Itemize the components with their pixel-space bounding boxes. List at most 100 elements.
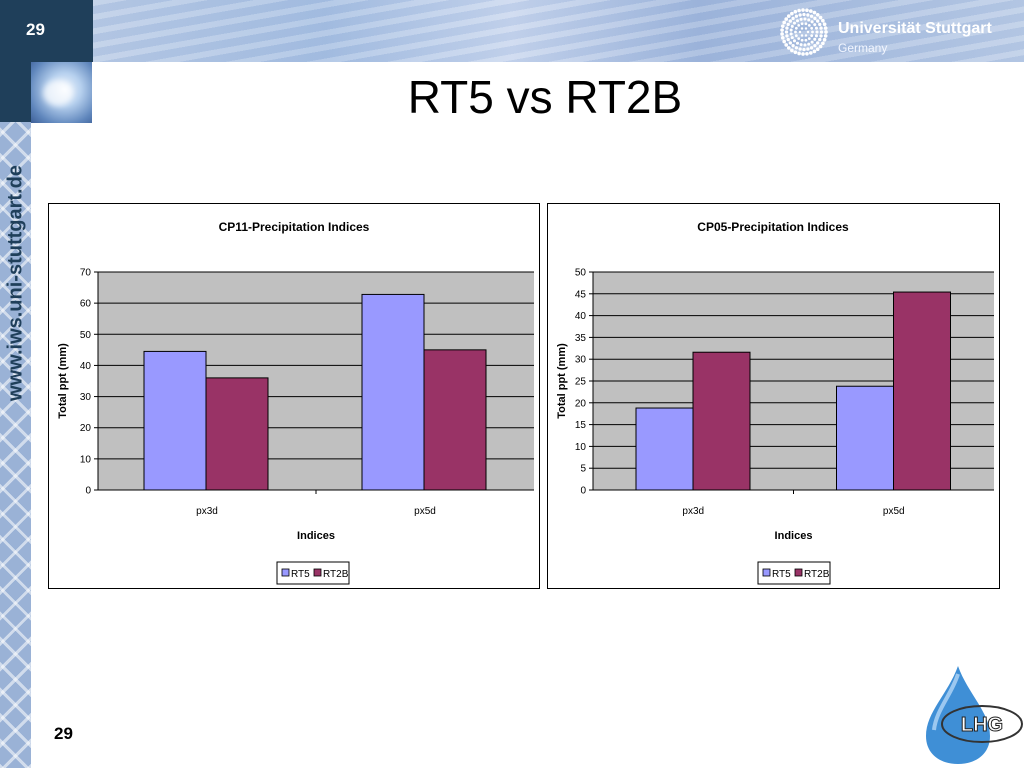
y-tick-label: 25 [575, 377, 587, 388]
university-country: Germany [838, 41, 888, 55]
left-decorative-strip [0, 62, 31, 768]
chart-cp11: CP11-Precipitation Indices 0 10 20 30 40 50 60 7… [48, 203, 540, 589]
bar-rt2b-px5d [893, 291, 951, 491]
legend-box [276, 561, 350, 585]
logo-dot [789, 32, 793, 36]
logo-dot [813, 23, 817, 27]
logo-dot [792, 39, 797, 43]
bar-rt2b-px3d [692, 351, 751, 491]
logo-dot [788, 19, 793, 23]
y-tick-label: 70 [80, 268, 92, 279]
y-tick-label: 35 [575, 333, 587, 344]
sidebar-url: www.iws.uni-stuttgart.de [4, 165, 27, 401]
logo-dot [793, 50, 798, 55]
y-tick-label: 60 [80, 299, 92, 310]
logo-dot [799, 43, 803, 47]
logo-dot [806, 47, 810, 51]
logo-dot [812, 49, 817, 54]
logo-dot [821, 41, 825, 46]
logo-dot [800, 27, 804, 30]
y-tick-label: 45 [575, 289, 587, 300]
logo-dot [807, 42, 811, 46]
bar-rt2b-px3d [205, 377, 269, 491]
logo-dot [791, 16, 795, 21]
logo-dot [791, 43, 795, 48]
logo-dot [815, 19, 820, 23]
chart-cp05: CP05-Precipitation Indices 0 5 10 15 20 25 30 35… [547, 203, 1000, 589]
y-axis-label: Total ppt (mm) [57, 343, 69, 419]
chart-title: CP05-Precipitation Indices [697, 220, 849, 234]
university-logo-icon [780, 8, 828, 56]
legend-label-rt5: RT5 [772, 569, 791, 580]
logo-dot [819, 34, 823, 38]
logo-dot [815, 41, 820, 45]
logo-dot [780, 24, 785, 28]
logo-dot [790, 24, 794, 28]
logo-dot [802, 47, 806, 52]
legend-swatch-rt5 [762, 568, 771, 577]
logo-dot [794, 46, 799, 50]
y-tick-label: 30 [575, 355, 587, 366]
chart-title: CP11-Precipitation Indices [219, 220, 370, 234]
logo-dot [810, 40, 814, 44]
y-tick-label: 50 [575, 268, 587, 279]
header-banner [93, 0, 1024, 62]
logo-dot [794, 34, 798, 38]
logo-dot [807, 18, 811, 22]
logo-dot [795, 19, 800, 23]
logo-dot [805, 8, 809, 13]
logo-dot [815, 30, 819, 34]
logo-dot [804, 38, 808, 42]
logo-dot [818, 22, 822, 27]
logo-dot [786, 37, 790, 42]
logo-dot [819, 26, 823, 30]
logo-dot [805, 51, 809, 56]
logo-dot [790, 36, 794, 40]
logo-dot [804, 22, 808, 26]
logo-dot [814, 34, 818, 38]
logo-dot [806, 13, 810, 17]
logo-dot [813, 37, 817, 41]
logo-dot [813, 16, 817, 21]
logo-dot [800, 22, 804, 26]
logo-dot [809, 14, 814, 18]
slide-title: RT5 vs RT2B [407, 71, 683, 123]
logo-dot [815, 47, 820, 52]
logo-dot [807, 23, 811, 27]
logo-dot [818, 44, 823, 49]
x-tick-label: px5d [883, 506, 905, 517]
logo-dot [808, 51, 813, 55]
y-tick-label: 5 [580, 464, 586, 475]
logo-dot [823, 26, 828, 30]
logo-dot [812, 10, 817, 15]
lhg-logo-icon: LHG [926, 666, 1023, 764]
logo-dot [789, 28, 793, 32]
logo-dot [824, 30, 828, 34]
legend-label-rt2b: RT2B [323, 569, 349, 580]
logo-dot [821, 18, 825, 23]
logo-dot [797, 23, 801, 27]
logo-dot [782, 39, 787, 44]
logo-dot [785, 34, 789, 38]
logo-dot [798, 47, 802, 51]
slide-number: 29 [26, 20, 45, 39]
y-tick-label: 30 [80, 392, 92, 403]
chart-cp05-svg: CP05-Precipitation Indices 0 5 10 15 20 25 30 35… [556, 220, 994, 585]
x-axis-label: Indices [775, 530, 813, 542]
logo-dot [785, 26, 789, 30]
logo-dot [790, 11, 794, 16]
logo-dot [794, 14, 799, 18]
logo-dot [807, 37, 811, 41]
bar-rt2b-px5d [423, 349, 487, 491]
logo-dot [811, 30, 814, 34]
logo-dot [793, 9, 798, 14]
y-axis-label: Total ppt (mm) [556, 343, 568, 419]
legend-label-rt5: RT5 [291, 569, 310, 580]
bar-rt5-px5d [836, 385, 894, 491]
logo-dot [794, 26, 798, 30]
header-photo [31, 62, 92, 123]
logo-dot [819, 30, 824, 34]
logo-dot [798, 30, 802, 34]
bar-rt5-px5d [361, 293, 425, 491]
logo-dot [803, 17, 807, 21]
